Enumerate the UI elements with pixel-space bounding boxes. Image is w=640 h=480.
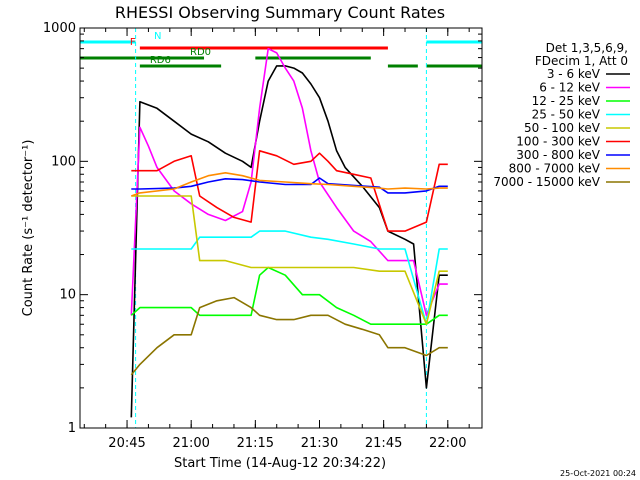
x-tick-label: 21:15: [237, 436, 274, 451]
chart-title: RHESSI Observing Summary Count Rates: [115, 3, 445, 22]
legend-header-line-2: FDecim 1, Att 0: [535, 54, 628, 68]
x-tick-label: 20:45: [108, 436, 145, 451]
x-tick-label: 21:00: [172, 436, 209, 451]
timestamp: 25-Oct-2021 00:24: [560, 469, 636, 478]
y-axis-title: Count Rate (s⁻¹ detector⁻¹): [21, 140, 36, 317]
x-tick-label: 22:00: [429, 436, 466, 451]
legend-entry-label: 300 - 800 keV: [516, 148, 600, 162]
flag-label-n: N: [154, 31, 161, 42]
flag-label-rd0: RD0: [190, 47, 211, 58]
plot-frame: [79, 27, 483, 429]
series-line-4: [131, 230, 448, 325]
legend-entry-label: 50 - 100 keV: [524, 121, 601, 135]
series-line-6: [131, 150, 448, 232]
flag-label-f: F: [130, 37, 136, 48]
legend-entry-label: 25 - 50 keV: [532, 108, 601, 122]
legend-entry-label: 7000 - 15000 keV: [493, 175, 600, 189]
legend-header-line-1: Det 1,3,5,6,9,: [546, 41, 628, 55]
series-line-3: [130, 266, 448, 325]
axes-layer: 1 10 100 1000 20:45 21:00 21:15 21:30 21:45 22:00: [43, 21, 482, 451]
y-tick-label: 100: [51, 154, 76, 169]
series-line-8: [131, 172, 448, 197]
series-layer: [130, 47, 448, 418]
x-tick-label: 21:30: [301, 436, 338, 451]
legend-entry-label: 6 - 12 keV: [539, 81, 601, 95]
legend-entry-label: 3 - 6 keV: [547, 67, 601, 81]
legend-entry-label: 12 - 25 keV: [532, 94, 601, 108]
flag-label-rd6: RD6: [150, 55, 171, 66]
series-line-1: [130, 65, 448, 418]
y-tick-label: 1000: [43, 21, 76, 36]
series-line-5: [131, 195, 448, 325]
legend-entry-label: 800 - 7000 keV: [509, 162, 601, 176]
x-tick-label: 21:45: [365, 436, 402, 451]
y-tick-label: 1: [68, 421, 76, 436]
y-tick-label: 10: [59, 288, 76, 303]
x-axis-title: Start Time (14-Aug-12 20:34:22): [174, 456, 386, 471]
legend-entry-label: 100 - 300 keV: [516, 135, 600, 149]
series-line-9: [130, 296, 448, 376]
